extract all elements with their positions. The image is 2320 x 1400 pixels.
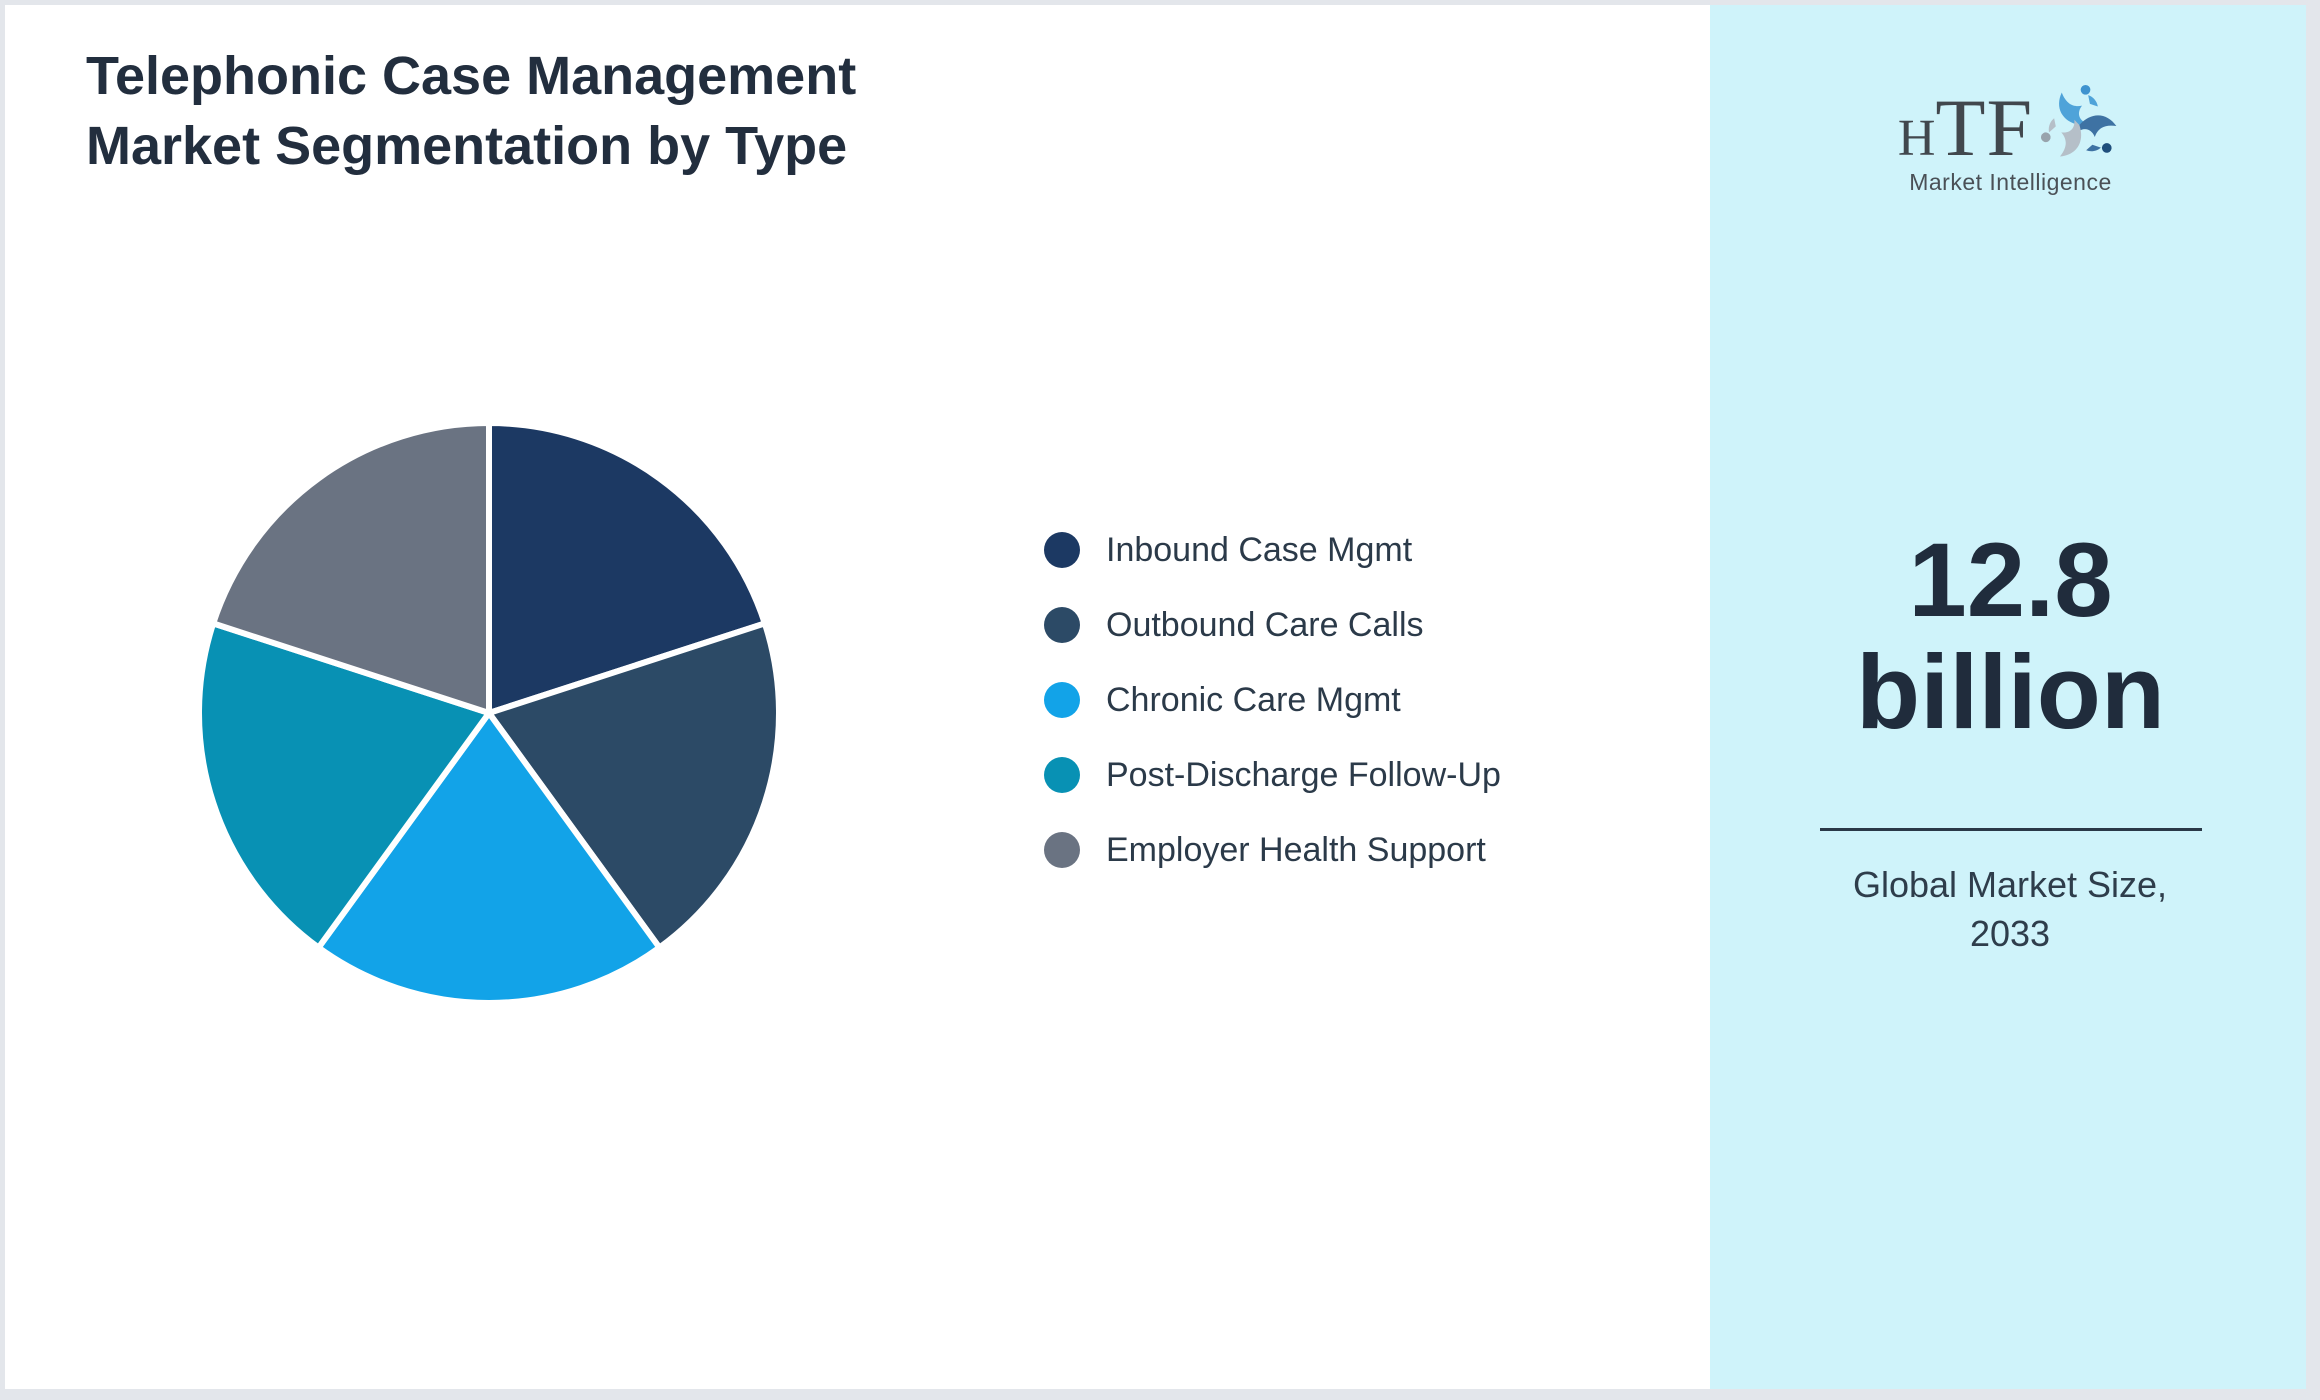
legend-item: Inbound Case Mgmt xyxy=(1044,530,1501,569)
legend-swatch-icon xyxy=(1044,682,1080,718)
legend-item: Employer Health Support xyxy=(1044,830,1501,869)
logo-figure-2 xyxy=(2077,115,2117,153)
legend-item: Post-Discharge Follow-Up xyxy=(1044,755,1501,794)
pie-slice-1 xyxy=(486,420,768,716)
divider-line xyxy=(1820,828,2202,831)
htf-logo-subtitle: Market Intelligence xyxy=(1909,169,2112,195)
page-title-line1: Telephonic Case Management xyxy=(86,46,857,106)
pie-chart xyxy=(189,413,789,1013)
htf-logo-text: HTF xyxy=(1898,87,2033,169)
market-size-value: 12.8 billion xyxy=(1710,522,2306,751)
legend-swatch-icon xyxy=(1044,757,1080,793)
legend-swatch-icon xyxy=(1044,832,1080,868)
legend-label: Outbound Care Calls xyxy=(1106,605,1424,644)
page-title: Telephonic Case Management Market Segmen… xyxy=(86,41,1086,181)
htf-logo-letters-tf: TF xyxy=(1935,82,2034,173)
legend-label: Inbound Case Mgmt xyxy=(1106,530,1413,569)
market-size-unit: billion xyxy=(1855,634,2166,751)
legend-swatch-icon xyxy=(1044,607,1080,643)
legend-label: Post-Discharge Follow-Up xyxy=(1106,755,1501,794)
legend-label: Employer Health Support xyxy=(1106,830,1486,869)
legend-label: Chronic Care Mgmt xyxy=(1106,680,1401,719)
logo-figure-3 xyxy=(2040,118,2081,157)
pie-slice-4 xyxy=(196,620,492,951)
chart-legend: Inbound Case Mgmt Outbound Care Calls Ch… xyxy=(1044,530,1501,907)
htf-logo-wordmark: HTF xyxy=(1898,84,2123,169)
pie-slice-3 xyxy=(315,710,663,1006)
logo-figure-1 xyxy=(2058,84,2098,125)
htf-logo: HTF Mark xyxy=(1898,84,2123,196)
pie-slice-5 xyxy=(210,420,492,716)
htf-logo-swirl-icon xyxy=(2040,84,2117,157)
htf-logo-letter-h: H xyxy=(1897,110,1936,167)
market-size-panel: HTF Mark xyxy=(1710,5,2306,1389)
market-size-caption: Global Market Size, 2033 xyxy=(1852,864,2168,954)
pie-slice-2 xyxy=(486,620,782,951)
legend-item: Outbound Care Calls xyxy=(1044,605,1501,644)
legend-item: Chronic Care Mgmt xyxy=(1044,680,1501,719)
market-size-number: 12.8 xyxy=(1908,522,2113,639)
pie-chart-svg xyxy=(196,420,782,1006)
legend-swatch-icon xyxy=(1044,532,1080,568)
page-title-line2: Market Segmentation by Type xyxy=(86,116,848,176)
